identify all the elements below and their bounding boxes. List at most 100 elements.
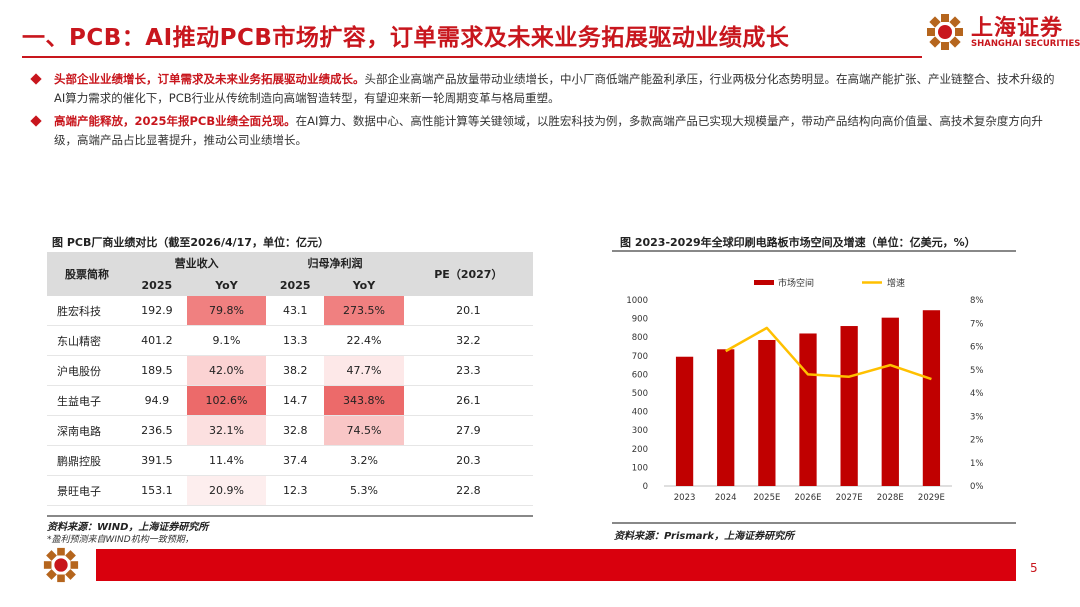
right-tick-label: 3% (970, 412, 984, 422)
cell-revenue: 401.2 (127, 325, 187, 356)
left-tick-label: 500 (632, 389, 648, 399)
header-yoy: YoY (324, 274, 404, 296)
bullet-text: 在AI算力、数据中心、高性能计算等关键领域，以胜宏科技为例，多款高端产品已实现大… (54, 114, 1043, 147)
cell-name: 东山精密 (47, 325, 127, 356)
bar (881, 317, 899, 486)
logo-emblem-icon (927, 14, 963, 50)
table-title: 图 PCB厂商业绩对比（截至2026/4/17，单位：亿元） (52, 236, 329, 249)
cell-revenue: 236.5 (127, 415, 187, 446)
brand-logo: 上海证券 SHANGHAI SECURITIES (925, 10, 1080, 56)
cell-profit: 14.7 (266, 385, 325, 416)
bullet-item: 头部企业业绩增长，订单需求及未来业务拓展驱动业绩成长。头部企业高端产品放量带动业… (30, 70, 1060, 108)
cell-profit: 43.1 (266, 296, 325, 326)
cell-revenue: 153.1 (127, 475, 187, 506)
right-tick-label: 5% (970, 366, 984, 376)
cell-name: 生益电子 (47, 385, 127, 416)
cell-pe: 26.1 (403, 385, 533, 416)
right-tick-label: 7% (970, 319, 984, 329)
cell-profit-yoy: 5.3% (324, 475, 404, 506)
cell-pe: 20.3 (403, 445, 533, 476)
bar (840, 326, 858, 486)
header-revenue: 营业收入 (127, 252, 267, 274)
right-tick-label: 2% (970, 436, 984, 446)
table-note: *盈利预测来自WIND机构一致预期， (47, 535, 194, 545)
cell-profit-yoy: 74.5% (324, 415, 404, 446)
table-row: 生益电子 94.9 102.6% 14.7 343.8% 26.1 (47, 385, 533, 416)
title-divider (22, 56, 922, 58)
right-tick-label: 4% (970, 389, 984, 399)
legend-label: 市场空间 (778, 277, 814, 289)
cell-profit: 13.3 (266, 325, 325, 356)
right-tick-label: 0% (970, 482, 984, 492)
cell-profit-yoy: 343.8% (324, 385, 404, 416)
table-row: 沪电股份 189.5 42.0% 38.2 47.7% 23.3 (47, 355, 533, 386)
cell-revenue: 192.9 (127, 296, 187, 326)
x-tick-label: 2024 (715, 493, 737, 503)
cell-pe: 20.1 (403, 296, 533, 326)
bar (799, 333, 817, 486)
chart-title: 图 2023-2029年全球印刷电路板市场空间及增速（单位：亿美元，%） (620, 236, 976, 249)
bar (758, 339, 776, 486)
cell-profit-yoy: 47.7% (324, 355, 404, 386)
left-tick-label: 0 (643, 482, 648, 492)
chart-bottom-divider (612, 522, 1016, 524)
cell-revenue-yoy: 11.4% (186, 445, 267, 476)
cell-pe: 27.9 (403, 415, 533, 446)
table-source: 资料来源：WIND，上海证券研究所 (47, 522, 209, 533)
bullet-text: 头部企业高端产品放量带动业绩增长，中小厂商低端产能盈利承压，行业两极分化态势明显… (54, 72, 1055, 105)
footer-bar (96, 549, 1016, 581)
cell-revenue-yoy: 102.6% (186, 385, 267, 416)
cell-revenue-yoy: 79.8% (186, 296, 267, 326)
bar (717, 349, 735, 486)
right-tick-label: 8% (970, 296, 984, 306)
bar (675, 356, 694, 486)
page-number: 5 (1030, 561, 1038, 575)
left-tick-label: 800 (632, 333, 648, 343)
cell-pe: 22.8 (403, 475, 533, 506)
cell-name: 鹏鼎控股 (47, 445, 127, 476)
logo-text-en: SHANGHAI SECURITIES (971, 39, 1080, 49)
table-row: 景旺电子 153.1 20.9% 12.3 5.3% 22.8 (47, 475, 533, 506)
cell-revenue: 94.9 (127, 385, 187, 416)
pcb-performance-table: 股票简称 营业收入 归母净利润 PE（2027） 2025 YoY 2025 Y… (47, 252, 533, 506)
pcb-market-chart: 市场空间 增速 0 100 200 300 400 500 600 700 800 900 1000 0%… (626, 277, 984, 503)
cell-revenue-yoy: 9.1% (186, 325, 267, 356)
left-tick-label: 100 (632, 463, 648, 473)
cell-profit-yoy: 3.2% (324, 445, 404, 476)
diamond-bullet-icon (30, 115, 42, 127)
legend-swatch-bar (754, 280, 774, 285)
table-row: 深南电路 236.5 32.1% 32.8 74.5% 27.9 (47, 415, 533, 446)
table-body: 胜宏科技 192.9 79.8% 43.1 273.5% 20.1 东山精密 401.2 9.1… (47, 296, 533, 506)
diamond-bullet-icon (30, 73, 42, 85)
x-tick-label: 2025E (753, 493, 780, 503)
x-tick-label: 2023 (674, 493, 696, 503)
cell-profit: 12.3 (266, 475, 325, 506)
header-yoy: YoY (186, 274, 267, 296)
header-year: 2025 (127, 274, 187, 296)
left-tick-label: 600 (632, 370, 648, 380)
cell-revenue-yoy: 32.1% (186, 415, 267, 446)
header-name: 股票简称 (47, 252, 127, 296)
cell-profit: 32.8 (266, 415, 325, 446)
table-row: 胜宏科技 192.9 79.8% 43.1 273.5% 20.1 (47, 296, 533, 326)
legend-label: 增速 (887, 277, 905, 289)
cell-name: 深南电路 (47, 415, 127, 446)
left-tick-label: 700 (632, 352, 648, 362)
left-tick-label: 900 (632, 315, 648, 325)
x-tick-label: 2028E (877, 493, 904, 503)
cell-revenue-yoy: 42.0% (186, 355, 267, 386)
cell-pe: 23.3 (403, 355, 533, 386)
cell-profit: 38.2 (266, 355, 325, 386)
cell-revenue: 391.5 (127, 445, 187, 476)
cell-revenue: 189.5 (127, 355, 187, 386)
header-pe: PE（2027） (403, 252, 533, 296)
page-title: 一、PCB：AI推动PCB市场扩容，订单需求及未来业务拓展驱动业绩成长 (22, 25, 790, 51)
left-tick-label: 200 (632, 445, 648, 455)
bullet-highlight: 头部企业业绩增长，订单需求及未来业务拓展驱动业绩成长。 (54, 72, 365, 86)
cell-revenue-yoy: 20.9% (186, 475, 267, 506)
cell-name: 胜宏科技 (47, 296, 127, 326)
right-tick-label: 6% (970, 343, 984, 353)
header-profit: 归母净利润 (266, 252, 404, 274)
bullet-list: 头部企业业绩增长，订单需求及未来业务拓展驱动业绩成长。头部企业高端产品放量带动业… (30, 70, 1060, 154)
right-tick-label: 1% (970, 459, 984, 469)
